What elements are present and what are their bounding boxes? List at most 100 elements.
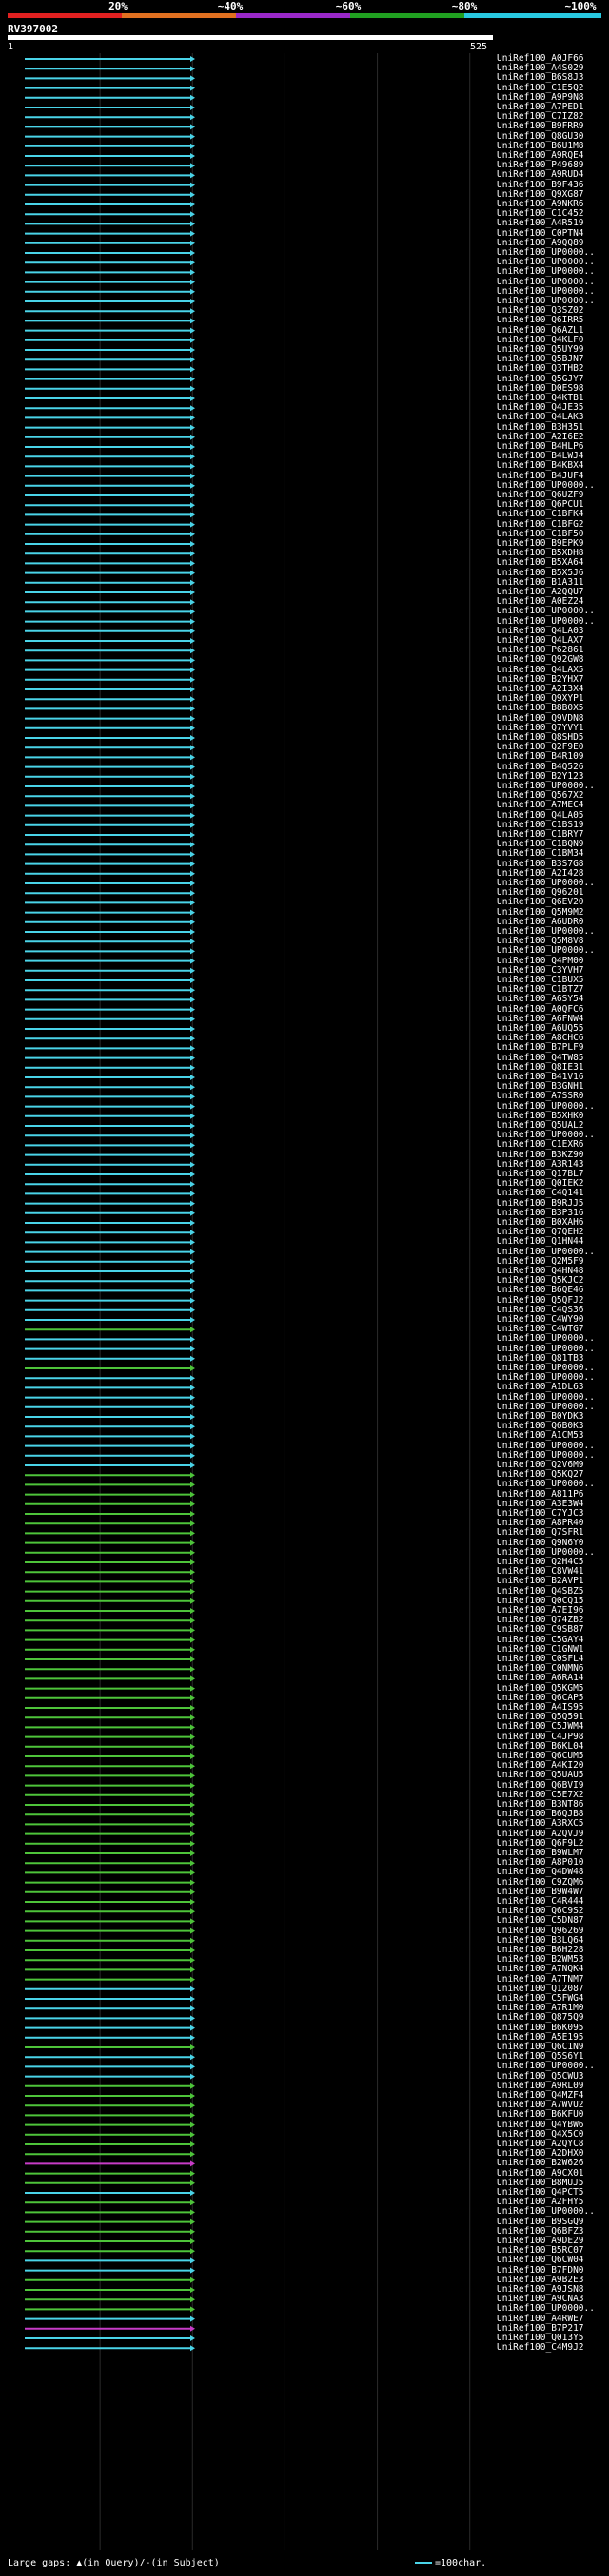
- hit-label[interactable]: UniRef100_B6H228: [497, 1945, 584, 1955]
- hit-label[interactable]: UniRef100_B4KBX4: [497, 460, 584, 472]
- hit-label[interactable]: UniRef100_A9JSN8: [497, 2284, 584, 2295]
- hit-label[interactable]: UniRef100_A9DE29: [497, 2236, 584, 2246]
- hit-label[interactable]: UniRef100_A0EZ24: [497, 596, 584, 608]
- hit-label[interactable]: UniRef100_Q8IE31: [497, 1061, 584, 1073]
- hit-label[interactable]: UniRef100_Q5GJY7: [497, 373, 584, 384]
- hit-label[interactable]: UniRef100_Q74ZB2: [497, 1615, 584, 1626]
- hit-label[interactable]: UniRef100_Q9N6Y0: [497, 1537, 584, 1548]
- hit-label[interactable]: UniRef100_A2DHX0: [497, 2148, 584, 2160]
- hit-label[interactable]: UniRef100_A3E3W4: [497, 1498, 584, 1509]
- hit-label[interactable]: UniRef100_B2Y123: [497, 770, 584, 782]
- hit-label[interactable]: UniRef100_C7IZ82: [497, 111, 584, 123]
- hit-label[interactable]: UniRef100_Q5KQ27: [497, 1469, 584, 1481]
- hit-label[interactable]: UniRef100_C4Q141: [497, 1188, 584, 1199]
- hit-label[interactable]: UniRef100_C4M9J2: [497, 2342, 584, 2353]
- hit-label[interactable]: UniRef100_UP0000..: [497, 1440, 595, 1451]
- hit-label[interactable]: UniRef100_B4R109: [497, 751, 584, 763]
- hit-label[interactable]: UniRef100_B8B0X5: [497, 703, 584, 714]
- hit-label[interactable]: UniRef100_B4HLP6: [497, 441, 584, 452]
- hit-label[interactable]: UniRef100_C1BFK4: [497, 509, 584, 520]
- hit-label[interactable]: UniRef100_B1A311: [497, 576, 584, 588]
- hit-label[interactable]: UniRef100_Q4MZF4: [497, 2090, 584, 2101]
- hit-label[interactable]: UniRef100_B6U1M8: [497, 140, 584, 151]
- hit-label[interactable]: UniRef100_Q4HN48: [497, 1266, 584, 1276]
- hit-label[interactable]: UniRef100_B6KFU0: [497, 2109, 584, 2121]
- hit-label[interactable]: UniRef100_Q567X2: [497, 790, 584, 802]
- hit-label[interactable]: UniRef100_C1BS19: [497, 819, 584, 830]
- hit-label[interactable]: UniRef100_Q96269: [497, 1925, 584, 1936]
- hit-label[interactable]: UniRef100_B3LQ64: [497, 1934, 584, 1946]
- hit-label[interactable]: UniRef100_B5XDH8: [497, 548, 584, 559]
- hit-label[interactable]: UniRef100_B2AVP1: [497, 1576, 584, 1587]
- hit-label[interactable]: UniRef100_Q4X5C0: [497, 2128, 584, 2140]
- hit-label[interactable]: UniRef100_Q5Q591: [497, 1712, 584, 1723]
- hit-label[interactable]: UniRef100_Q4LAX7: [497, 635, 584, 646]
- hit-label[interactable]: UniRef100_A2I6E2: [497, 431, 584, 442]
- hit-label[interactable]: UniRef100_Q1HN44: [497, 1236, 584, 1248]
- hit-label[interactable]: UniRef100_Q6C9S2: [497, 1906, 584, 1917]
- hit-label[interactable]: UniRef100_Q8GU30: [497, 130, 584, 142]
- hit-label[interactable]: UniRef100_B3H351: [497, 421, 584, 433]
- hit-label[interactable]: UniRef100_Q5UAL2: [497, 1120, 584, 1131]
- hit-label[interactable]: UniRef100_C1BRY7: [497, 829, 584, 840]
- hit-label[interactable]: UniRef100_UP0000..: [497, 266, 595, 278]
- hit-label[interactable]: UniRef100_A8P010: [497, 1857, 584, 1869]
- hit-label[interactable]: UniRef100_B7P217: [497, 2322, 584, 2334]
- hit-label[interactable]: UniRef100_A9CX01: [497, 2167, 584, 2179]
- hit-label[interactable]: UniRef100_Q7YVY1: [497, 722, 584, 733]
- hit-label[interactable]: UniRef100_UP0000..: [497, 1391, 595, 1403]
- hit-label[interactable]: UniRef100_C1BQN9: [497, 839, 584, 850]
- hit-label[interactable]: UniRef100_B9W4W7: [497, 1886, 584, 1897]
- hit-label[interactable]: UniRef100_C1EXR6: [497, 1139, 584, 1151]
- hit-label[interactable]: UniRef100_Q96201: [497, 887, 584, 899]
- hit-label[interactable]: UniRef100_Q4PM00: [497, 955, 584, 966]
- hit-label[interactable]: UniRef100_C5GAY4: [497, 1634, 584, 1645]
- hit-label[interactable]: UniRef100_A1DL63: [497, 1382, 584, 1393]
- hit-label[interactable]: UniRef100_Q81TB3: [497, 1352, 584, 1364]
- hit-label[interactable]: UniRef100_B8MUJ5: [497, 2177, 584, 2188]
- hit-label[interactable]: UniRef100_B6KL04: [497, 1740, 584, 1752]
- hit-label[interactable]: UniRef100_Q5UY99: [497, 344, 584, 355]
- hit-label[interactable]: UniRef100_A2QVJ9: [497, 1828, 584, 1839]
- hit-label[interactable]: UniRef100_Q5M9M2: [497, 906, 584, 918]
- hit-label[interactable]: UniRef100_Q7QEH2: [497, 1227, 584, 1238]
- hit-label[interactable]: UniRef100_Q4PCT5: [497, 2187, 584, 2198]
- hit-label[interactable]: UniRef100_Q6CW04: [497, 2255, 584, 2266]
- hit-label[interactable]: UniRef100_Q2M5F9: [497, 1255, 584, 1267]
- hit-label[interactable]: UniRef100_A2I428: [497, 867, 584, 879]
- hit-label[interactable]: UniRef100_B5XA64: [497, 557, 584, 569]
- hit-label[interactable]: UniRef100_UP0000..: [497, 276, 595, 287]
- hit-label[interactable]: UniRef100_C4QS36: [497, 1304, 584, 1315]
- hit-label[interactable]: UniRef100_Q3THB2: [497, 363, 584, 375]
- hit-label[interactable]: UniRef100_A4R519: [497, 218, 584, 229]
- hit-label[interactable]: UniRef100_Q6C1N9: [497, 2042, 584, 2052]
- hit-label[interactable]: UniRef100_Q17BL7: [497, 1169, 584, 1179]
- hit-label[interactable]: UniRef100_A3RXC5: [497, 1818, 584, 1830]
- hit-label[interactable]: UniRef100_Q4JE35: [497, 402, 584, 414]
- hit-label[interactable]: UniRef100_Q0CQ15: [497, 1595, 584, 1606]
- hit-label[interactable]: UniRef100_A3R143: [497, 1158, 584, 1170]
- hit-label[interactable]: UniRef100_Q6EV20: [497, 897, 584, 908]
- hit-label[interactable]: UniRef100_Q4LA05: [497, 809, 584, 821]
- hit-label[interactable]: UniRef100_Q4TW85: [497, 1052, 584, 1063]
- hit-label[interactable]: UniRef100_A7EI96: [497, 1605, 584, 1616]
- hit-label[interactable]: UniRef100_B7FDN0: [497, 2264, 584, 2276]
- hit-label[interactable]: UniRef100_C1BFG2: [497, 518, 584, 530]
- hit-label[interactable]: UniRef100_UP0000..: [497, 1401, 595, 1412]
- hit-label[interactable]: UniRef100_A811P6: [497, 1488, 584, 1500]
- hit-label[interactable]: UniRef100_Q5BJN7: [497, 354, 584, 365]
- hit-label[interactable]: UniRef100_UP0000..: [497, 781, 595, 791]
- hit-label[interactable]: UniRef100_A2FHY5: [497, 2197, 584, 2208]
- hit-label[interactable]: UniRef100_Q4LAK3: [497, 412, 584, 423]
- hit-label[interactable]: UniRef100_A0QFC6: [497, 1003, 584, 1015]
- hit-label[interactable]: UniRef100_UP0000..: [497, 1343, 595, 1354]
- hit-label[interactable]: UniRef100_A4S029: [497, 63, 584, 74]
- hit-label[interactable]: UniRef100_Q8SHD5: [497, 732, 584, 743]
- hit-label[interactable]: UniRef100_B6QE46: [497, 1285, 584, 1296]
- hit-label[interactable]: UniRef100_B9RJJ5: [497, 1197, 584, 1209]
- hit-label[interactable]: UniRef100_UP0000..: [497, 615, 595, 627]
- hit-label[interactable]: UniRef100_C0SFL4: [497, 1654, 584, 1664]
- hit-label[interactable]: UniRef100_B2YHX7: [497, 673, 584, 685]
- hit-label[interactable]: UniRef100_C1BTZ7: [497, 984, 584, 996]
- hit-label[interactable]: UniRef100_C1E5Q2: [497, 82, 584, 93]
